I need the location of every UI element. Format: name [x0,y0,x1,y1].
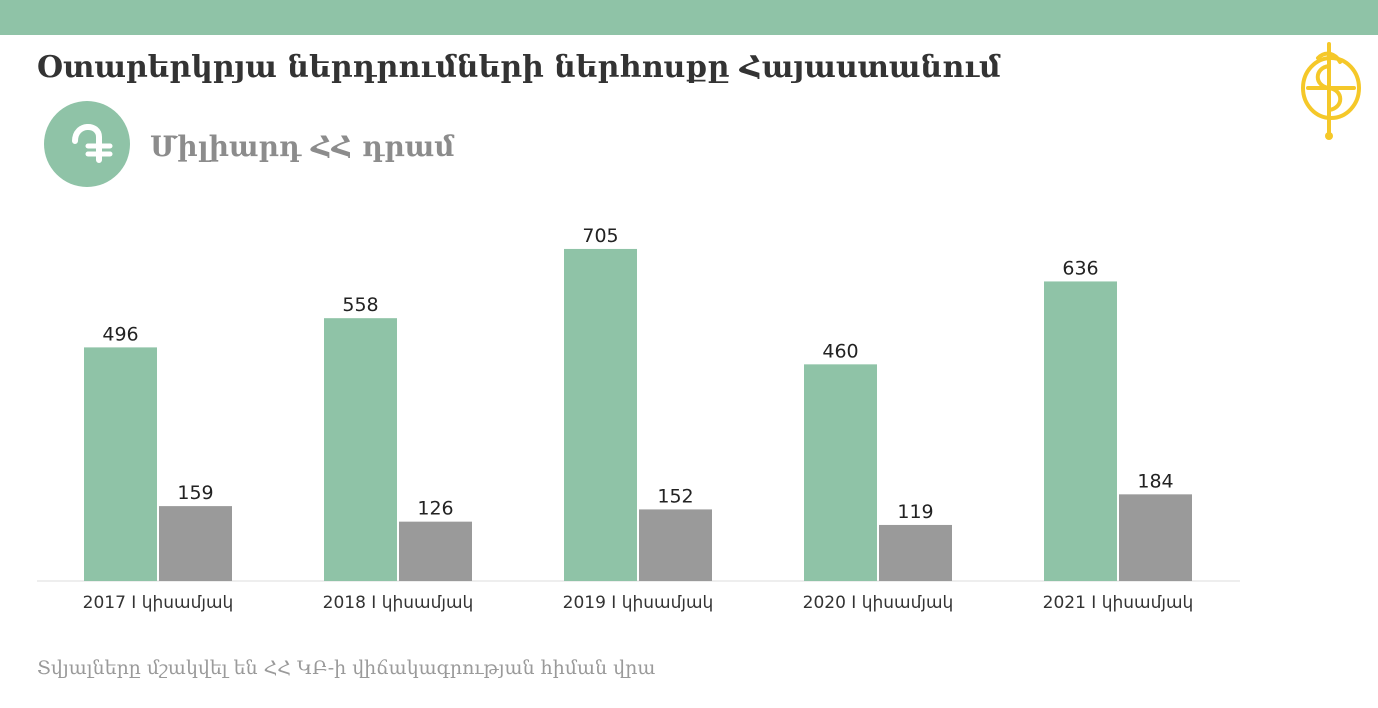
bar-gray-2 [639,509,712,581]
data-label-gray-3: 119 [897,501,933,523]
category-label-4: 2021 I կիսամյակ [1043,593,1194,613]
category-label-0: 2017 I կիսամյակ [83,593,234,613]
brand-logo-icon [1301,42,1361,140]
bar-green-2 [564,248,637,581]
data-label-green-1: 558 [342,294,378,316]
dram-sign-icon [72,124,113,163]
chart-title: Օտարերկրյա ներդրումների ներհոսքը Հայաստա… [37,50,1001,85]
category-label-3: 2020 I կիսամյակ [803,593,954,613]
data-label-gray-1: 126 [417,498,453,520]
unit-label: Միլիարդ ՀՀ դրամ [150,130,455,163]
unit-badge [44,101,130,187]
bar-green-0 [84,347,157,581]
data-label-gray-0: 159 [177,482,213,504]
bar-gray-3 [879,524,952,581]
bar-chart: 496 159 2017 I կիսամյակ 558 126 2018 I կիսամյ… [37,225,1240,613]
source-note: Տվյալները մշակվել են ՀՀ ԿԲ-ի վիճակագրութ… [37,657,656,679]
category-label-1: 2018 I կիսամյակ [323,593,474,613]
data-label-gray-2: 152 [657,485,693,507]
bar-green-4 [1044,281,1117,581]
bar-gray-1 [399,521,472,581]
bar-gray-4 [1119,494,1192,581]
top-color-band [0,0,1378,35]
bar-gray-0 [159,506,232,581]
data-label-green-0: 496 [102,323,138,345]
bar-green-3 [804,364,877,581]
bar-green-1 [324,318,397,581]
data-label-green-2: 705 [582,225,618,247]
data-label-green-4: 636 [1062,257,1098,279]
data-label-green-3: 460 [822,340,858,362]
category-label-2: 2019 I կիսամյակ [563,593,714,613]
data-label-gray-4: 184 [1137,470,1173,492]
